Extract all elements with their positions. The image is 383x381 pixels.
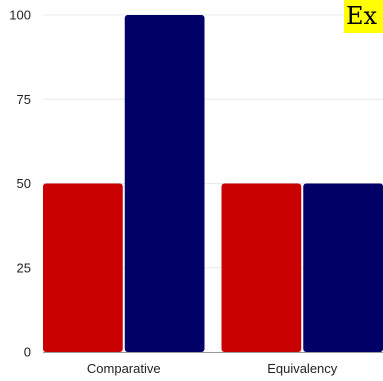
y-tick-label: 75 xyxy=(17,92,31,107)
x-tick-label-comparative: Comparative xyxy=(87,361,161,376)
bar-comparative-series-2 xyxy=(124,15,205,352)
corner-badge: Ex xyxy=(344,0,383,33)
axes: 0 25 50 75 100 Comparative Equivalency xyxy=(9,8,383,376)
y-tick-label: 100 xyxy=(9,8,31,23)
x-tick-label-equivalency: Equivalency xyxy=(267,361,338,376)
bar-comparative-series-1 xyxy=(43,183,123,352)
corner-badge-background xyxy=(344,0,383,33)
bar-equivalency-series-2 xyxy=(303,183,383,352)
y-tick-label: 50 xyxy=(17,176,31,191)
y-tick-label: 0 xyxy=(24,345,31,360)
bars xyxy=(43,15,383,352)
corner-badge-text: Ex xyxy=(346,2,378,30)
y-tick-label: 25 xyxy=(17,260,31,275)
bar-equivalency-series-1 xyxy=(221,183,302,352)
